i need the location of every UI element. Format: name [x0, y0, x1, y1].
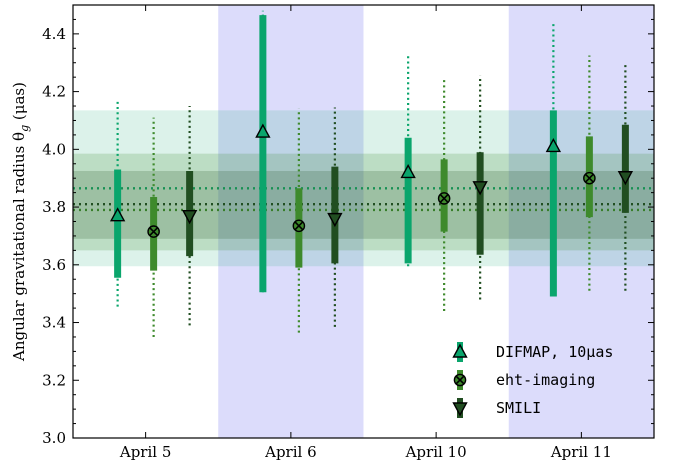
- y-tick-label-4-4: 4.4: [42, 25, 66, 43]
- day-shade-april-6: [218, 5, 364, 438]
- y-tick-label-3-8: 3.8: [42, 198, 66, 216]
- point-smili-april-6-shape: [327, 212, 343, 228]
- legend-label-difmap-10-as: DIFMAP, 10μas: [496, 343, 613, 361]
- y-tick-label-3-4: 3.4: [42, 314, 66, 332]
- point-smili-april-6: [327, 212, 343, 228]
- point-smili-april-11-shape: [617, 171, 634, 186]
- y-tick-label-4-0: 4.0: [42, 140, 66, 158]
- point-eht-imaging-april-5-cross: [149, 227, 158, 236]
- legend-label-smili: SMILI: [496, 399, 541, 417]
- point-difmap-10-as-april-10-shape: [400, 163, 416, 179]
- legend-marker-difmap-10-as: [452, 343, 468, 358]
- y-axis-label-subscript: g: [18, 125, 31, 132]
- y-tick-label-4-2: 4.2: [42, 83, 66, 101]
- legend-marker-eht-imaging-cross: [455, 375, 465, 385]
- point-smili-april-10: [472, 181, 488, 196]
- point-eht-imaging-april-10-cross: [439, 194, 449, 203]
- y-axis-label-main: Angular gravitational radius θ: [10, 132, 28, 362]
- point-eht-imaging-april-6-cross: [294, 221, 304, 230]
- legend: DIFMAP, 10μas eht-imaging SMILI: [452, 342, 613, 418]
- legend-label-eht-imaging: eht-imaging: [496, 371, 595, 389]
- y-axis-label: Angular gravitational radius θg (μas): [10, 82, 31, 362]
- point-eht-imaging-april-6: [292, 219, 306, 233]
- point-difmap-10-as-april-5: [109, 207, 126, 222]
- x-tick-label-april-10: April 10: [405, 443, 467, 461]
- point-eht-imaging-april-5: [147, 225, 160, 238]
- x-tick-label-april-5: April 5: [119, 443, 172, 461]
- point-difmap-10-as-april-10: [400, 163, 416, 179]
- point-difmap-10-as-april-11: [545, 137, 562, 153]
- band-layer: [73, 110, 654, 267]
- legend-marker-smili: [452, 402, 468, 417]
- point-eht-imaging-april-11: [583, 171, 596, 185]
- legend-marker-eht-imaging: [453, 373, 467, 387]
- point-difmap-10-as-april-6: [255, 123, 271, 138]
- point-smili-april-5-shape: [181, 210, 198, 225]
- x-tick-label-april-6: April 6: [264, 443, 317, 461]
- band-eht-imaging: [73, 153, 654, 251]
- y-tick-label-3-0: 3.0: [42, 429, 66, 447]
- background-layer: [218, 5, 654, 438]
- point-eht-imaging-april-10: [437, 192, 451, 205]
- y-tick-label-3-2: 3.2: [42, 371, 66, 389]
- point-difmap-10-as-april-5-shape: [109, 207, 126, 222]
- x-tick-label-april-11: April 11: [550, 443, 612, 461]
- y-tick-label-3-6: 3.6: [42, 256, 66, 274]
- day-shade-april-11: [508, 5, 654, 438]
- point-smili-april-11: [617, 171, 634, 186]
- axis-layer: 3.0 3.2 3.4 3.6 3.8 4.0 4.2 4.4 April 5 April 6 Ap…: [10, 4, 655, 461]
- legend-marker-smili-shape: [452, 402, 468, 417]
- point-smili-april-10-shape: [472, 181, 488, 196]
- point-smili-april-5: [181, 210, 198, 225]
- y-axis-label-unit: (μas): [10, 82, 28, 125]
- point-difmap-10-as-april-6-shape: [255, 123, 271, 138]
- point-eht-imaging-april-11-cross: [585, 174, 594, 183]
- legend-marker-difmap-10-as-shape: [452, 343, 468, 358]
- point-difmap-10-as-april-11-shape: [545, 137, 562, 153]
- marker-layer: [109, 123, 634, 238]
